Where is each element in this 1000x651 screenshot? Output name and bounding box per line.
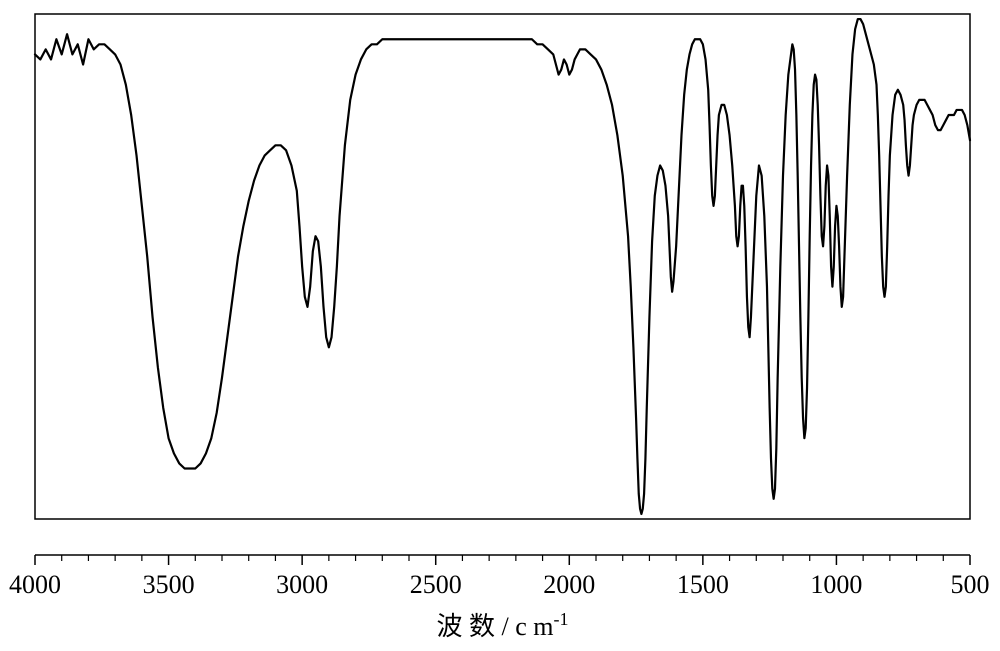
x-tick-label: 4000: [9, 570, 61, 599]
x-tick-label: 1500: [677, 570, 729, 599]
ir-spectrum-chart: 4000 3500 3000 2500 2000 1500 1000 500 波 数 / c m…: [0, 0, 1000, 651]
x-tick-label: 500: [951, 570, 990, 599]
x-axis-label: 波 数 / c m-1: [437, 609, 569, 641]
x-tick-label: 3000: [276, 570, 328, 599]
x-tick-label: 3500: [143, 570, 195, 599]
x-tick-label: 2000: [543, 570, 595, 599]
x-tick-label: 2500: [410, 570, 462, 599]
x-tick-label: 1000: [810, 570, 862, 599]
chart-svg: 4000 3500 3000 2500 2000 1500 1000 500 波 数 / c m…: [0, 0, 1000, 651]
